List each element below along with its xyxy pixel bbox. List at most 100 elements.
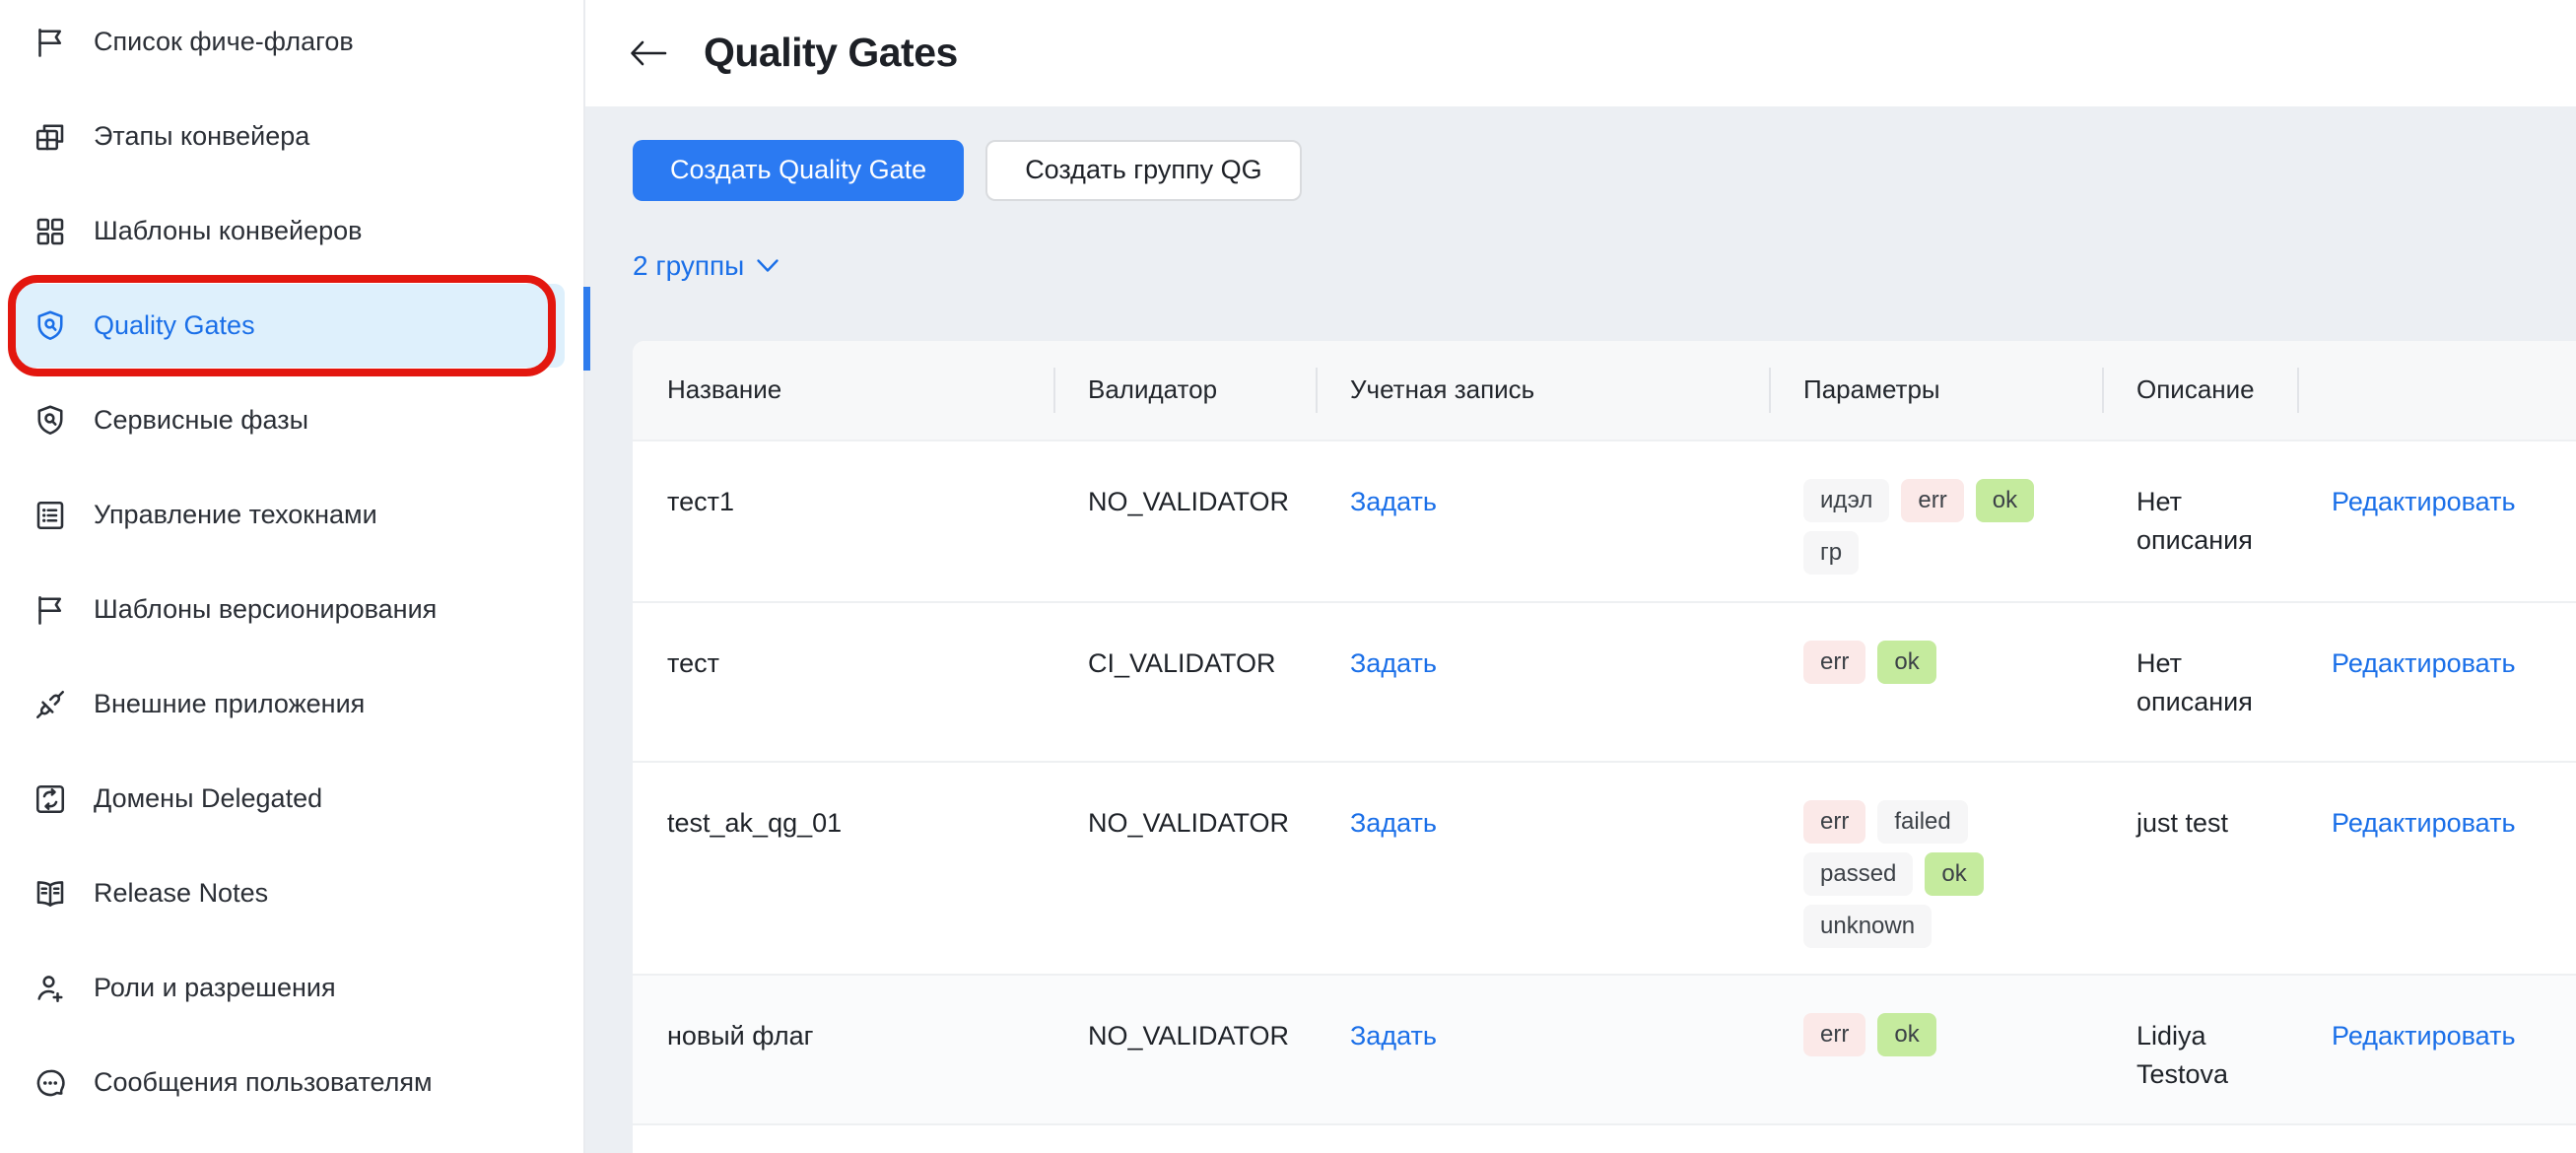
qg-name: test_ak_qg_01 [667,807,843,838]
back-button[interactable] [629,34,668,73]
param-badge: ok [1877,640,1936,684]
create-qg-group-button[interactable]: Создать группу QG [985,139,1302,201]
qg-validator: CI_VALIDATOR [1088,647,1276,678]
toolbar: Создать Quality Gate Создать группу QG [633,139,2576,201]
sidebar-item-label: Quality Gates [94,310,255,340]
sync-square-icon [33,781,68,817]
column-header-description: Описание [2102,341,2297,440]
edit-link[interactable]: Редактировать [2332,1020,2516,1051]
qg-actions-cell: Редактировать [2297,763,2576,974]
edit-link[interactable]: Редактировать [2332,647,2516,678]
qg-name: тест1 [667,486,734,516]
column-header-validator: Валидатор [1053,341,1316,440]
qg-account-cell: Задать [1316,441,1769,601]
sidebar-item-feature-flags[interactable]: Список фиче-флагов [10,0,565,84]
param-badge: ok [1975,478,2035,522]
set-account-link[interactable]: Задать [1350,647,1437,678]
sidebar-item-label: Роли и разрешения [94,973,336,1002]
sidebar-item-label: Release Notes [94,878,269,908]
chevron-down-icon [757,259,779,272]
set-account-link[interactable]: Задать [1350,807,1437,838]
qg-validator: NO_VALIDATOR [1088,486,1290,516]
templates-grid-icon [33,214,68,249]
column-header-account: Учетная запись [1316,341,1769,440]
flag-icon [33,592,68,628]
quality-gates-table: Название Валидатор Учетная запись Параме… [633,340,2576,1153]
qg-description: Нет описания [2136,486,2253,555]
qg-validator: NO_VALIDATOR [1088,1020,1290,1051]
sidebar-item-label: Шаблоны версионирования [94,594,438,624]
groups-row: 2 группы [633,250,2576,282]
param-badge: unknown [1803,904,1932,948]
pipeline-stages-icon [33,119,68,155]
qg-description: Lidiya Testova [2136,1020,2229,1089]
groups-expand-link[interactable]: 2 группы [633,250,780,282]
main-area: Quality Gates Создать Quality Gate Созда… [585,0,2576,1153]
sidebar-item-service-phases[interactable]: Сервисные фазы [10,378,565,462]
param-badge: passed [1803,851,1914,896]
qg-account-cell: Задать [1316,763,1769,974]
create-quality-gate-button[interactable]: Создать Quality Gate [633,139,965,201]
sidebar-item-quality-gates[interactable]: Quality Gates [10,284,590,371]
table-row-partial [633,1123,2576,1153]
sidebar-item-label: Список фиче-флагов [94,27,354,56]
user-add-icon [33,971,68,1006]
param-badge: err [1803,1012,1866,1056]
qg-description: just test [2136,807,2229,838]
sidebar-item-pipeline-stages[interactable]: Этапы конвейера [10,95,565,178]
qg-params-cell: err ok [1769,603,2102,761]
content-area: Создать Quality Gate Создать группу QG 2… [585,106,2576,1153]
sidebar-item-external-apps[interactable]: Внешние приложения [10,662,565,746]
sidebar-item-user-messages[interactable]: Сообщения пользователям [10,1041,565,1124]
edit-link[interactable]: Редактировать [2332,807,2516,838]
set-account-link[interactable]: Задать [1350,1020,1437,1051]
sidebar-item-roles-permissions[interactable]: Роли и разрешения [10,946,565,1030]
qg-account-cell: Задать [1316,603,1769,761]
param-badge: err [1803,640,1866,684]
shield-search-icon [33,403,68,439]
arrow-left-icon [631,40,667,66]
param-badge: ok [1877,1012,1936,1056]
sidebar-item-label: Шаблоны конвейеров [94,216,363,245]
qg-params-cell: err ok [1769,976,2102,1123]
groups-link-label: 2 группы [633,249,745,281]
edit-link[interactable]: Редактировать [2332,486,2516,516]
qg-params-cell: err failed passed ok unknown [1769,763,2102,974]
qg-actions-cell: Редактировать [2297,976,2576,1123]
column-header-name: Название [667,374,782,405]
list-document-icon [33,498,68,533]
param-badge: идэл [1803,478,1890,522]
sidebar-item-versioning-templates[interactable]: Шаблоны версионирования [10,568,565,651]
qg-actions-cell: Редактировать [2297,603,2576,761]
sidebar-item-delegated-domains[interactable]: Домены Delegated [10,757,565,841]
shield-search-icon [33,308,68,344]
sidebar-item-pipeline-templates[interactable]: Шаблоны конвейеров [10,189,565,273]
sidebar-item-label: Этапы конвейера [94,121,310,151]
flag-icon [33,25,68,60]
sidebar-item-label: Сообщения пользователям [94,1067,433,1097]
sidebar-item-label: Внешние приложения [94,689,366,718]
page-title: Quality Gates [704,30,958,76]
column-header-actions [2297,341,2576,440]
plug-icon [33,687,68,722]
param-badge: err [1803,799,1866,844]
sidebar: Список фиче-флагов Этапы конвейера Шабло… [0,0,590,1153]
table-row: тест CI_VALIDATOR Задать err ok Нет опис… [633,600,2576,761]
chat-dots-icon [33,1065,68,1101]
param-badge: гр [1803,530,1860,575]
qg-actions-cell: Редактировать [2297,441,2576,601]
table-row: тест1 NO_VALIDATOR Задать идэл err ok гр… [633,439,2576,601]
sidebar-item-label: Домены Delegated [94,783,323,813]
set-account-link[interactable]: Задать [1350,486,1437,516]
table-row: test_ak_qg_01 NO_VALIDATOR Задать err fa… [633,760,2576,974]
sidebar-item-tech-windows[interactable]: Управление техокнами [10,473,565,557]
param-badge: err [1901,478,1964,522]
table-row: новый флаг NO_VALIDATOR Задать err ok Li… [633,973,2576,1123]
sidebar-item-label: Сервисные фазы [94,405,309,435]
qg-params-cell: идэл err ok гр [1769,441,2102,601]
open-book-icon [33,876,68,912]
qg-name: новый флаг [667,1020,814,1051]
column-header-params: Параметры [1769,341,2102,440]
sidebar-item-release-notes[interactable]: Release Notes [10,851,565,935]
